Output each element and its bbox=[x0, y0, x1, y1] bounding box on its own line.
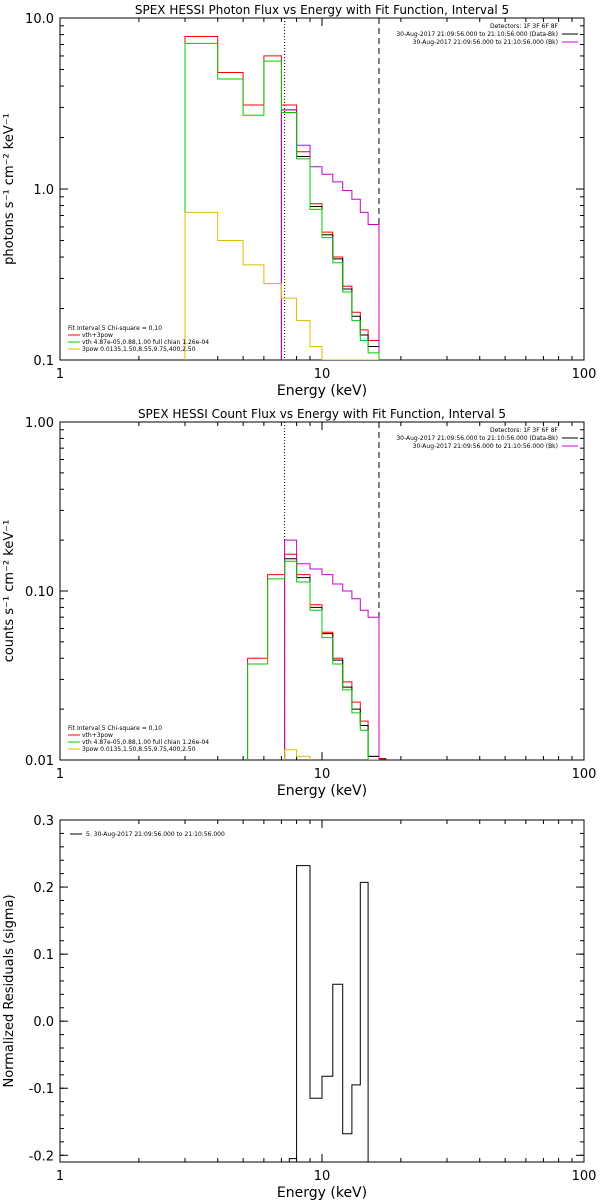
x-tick-label: 100 bbox=[572, 1169, 597, 1184]
x-axis-label: Energy (keV) bbox=[277, 1185, 367, 1200]
series-histogram-5 bbox=[184, 211, 379, 360]
series-histogram-3 bbox=[280, 109, 380, 360]
fit-legend-line-3: vth 4.87e-05,0.88,1.00 full chian 1.26e-… bbox=[82, 739, 209, 746]
plot-area bbox=[184, 18, 380, 360]
y-tick-label: 0.10 bbox=[25, 585, 54, 600]
series-histogram-3 bbox=[284, 539, 380, 760]
series-histogram-4 bbox=[247, 560, 386, 760]
plot-frame bbox=[59, 17, 585, 361]
fit-legend-line-2: vth+3pow bbox=[82, 732, 113, 739]
chart-title: SPEX HESSI Count Flux vs Energy with Fit… bbox=[138, 407, 506, 421]
fit-legend-line-1: Fit Interval 5 Chi-square = 0.10 bbox=[68, 725, 162, 732]
chart-panel-2: SPEX HESSI Count Flux vs Energy with Fit… bbox=[2, 407, 596, 799]
plot-frame bbox=[59, 819, 585, 1163]
info-line-2: 30-Aug-2017 21:09:56.000 to 21:10:56.000… bbox=[396, 435, 558, 442]
residual-legend-text: 5. 30-Aug-2017 21:09:56.000 to 21:10:56.… bbox=[86, 831, 225, 838]
chart-panel-3: 1 10 100 Energy (keV) -0.2 -0.1 0.0 0.1 0.2 0.3 No… bbox=[2, 814, 596, 1200]
x-tick-label: 100 bbox=[572, 767, 597, 782]
x-tick-label: 10 bbox=[314, 1169, 331, 1184]
fit-legend-line-4: 3pow 0.0135,1.50,8.55,9.75,400,2.50 bbox=[82, 346, 196, 353]
series-histogram-2 bbox=[280, 109, 380, 360]
x-axis: 1 10 100 bbox=[56, 422, 597, 782]
y-axis-label: counts s⁻¹ cm⁻² keV⁻¹ bbox=[2, 520, 17, 663]
x-tick-label: 100 bbox=[572, 367, 597, 382]
x-tick-label: 10 bbox=[314, 767, 331, 782]
y-axis: -0.2 -0.1 0.0 0.1 0.2 0.3 bbox=[29, 814, 584, 1164]
plot-area bbox=[288, 865, 379, 1162]
fit-legend: Fit Interval 5 Chi-square = 0.10vth+3pow… bbox=[68, 725, 209, 753]
info-line-1: Detectors: 1F 3F 6F 8F bbox=[490, 23, 559, 30]
y-tick-label: 0.3 bbox=[33, 814, 54, 829]
y-tick-label: 1.00 bbox=[25, 416, 54, 431]
info-line-3: 30-Aug-2017 21:09:56.000 to 21:10:56.000… bbox=[413, 39, 558, 46]
fit-legend-line-2: vth+3pow bbox=[82, 332, 113, 339]
y-axis: 0.1 1.0 10.0 bbox=[25, 12, 584, 369]
x-tick-label: 10 bbox=[314, 367, 331, 382]
series-histogram-5 bbox=[284, 749, 311, 760]
residual-legend: 5. 30-Aug-2017 21:09:56.000 to 21:10:56.… bbox=[70, 831, 225, 838]
y-tick-label: 0.1 bbox=[33, 354, 54, 369]
y-tick-label: 0.2 bbox=[33, 881, 54, 896]
y-tick-label: -0.2 bbox=[29, 1149, 54, 1164]
x-axis-label: Energy (keV) bbox=[277, 383, 367, 399]
y-tick-label: 10.0 bbox=[25, 12, 54, 27]
info-line-1: Detectors: 1F 3F 6F 8F bbox=[490, 427, 559, 434]
plot-frame bbox=[59, 421, 585, 761]
series-histogram-4 bbox=[184, 42, 380, 360]
x-axis: 1 10 100 bbox=[56, 820, 597, 1184]
series-histogram-1 bbox=[247, 553, 387, 760]
y-tick-label: 1.0 bbox=[33, 183, 54, 198]
series-histogram-2 bbox=[284, 558, 387, 760]
fit-legend: Fit Interval 5 Chi-square = 0.10vth+3pow… bbox=[68, 325, 209, 353]
x-tick-label: 1 bbox=[56, 367, 64, 382]
plot-area bbox=[247, 422, 387, 760]
fit-legend-line-3: vth 4.87e-05,0.88,1.00 full chian 1.26e-… bbox=[82, 339, 209, 346]
y-tick-label: 0.0 bbox=[33, 1015, 54, 1030]
y-tick-label: -0.1 bbox=[29, 1082, 54, 1097]
info-line-3: 30-Aug-2017 21:09:56.000 to 21:10:56.000… bbox=[413, 443, 558, 450]
x-tick-label: 1 bbox=[56, 1169, 64, 1184]
series-histogram-1 bbox=[184, 36, 380, 360]
info-line-2: 30-Aug-2017 21:09:56.000 to 21:10:56.000… bbox=[396, 31, 558, 38]
x-tick-label: 1 bbox=[56, 767, 64, 782]
series-histogram-1 bbox=[288, 865, 379, 1162]
fit-legend-line-4: 3pow 0.0135,1.50,8.55,9.75,400,2.50 bbox=[82, 746, 196, 753]
y-tick-label: 0.1 bbox=[33, 948, 54, 963]
fit-legend-line-1: Fit Interval 5 Chi-square = 0.10 bbox=[68, 325, 162, 332]
y-axis: 0.01 0.10 1.00 bbox=[25, 416, 584, 769]
chart-panel-1: SPEX HESSI Photon Flux vs Energy with Fi… bbox=[2, 3, 596, 399]
y-axis-label: Normalized Residuals (sigma) bbox=[2, 894, 17, 1087]
y-axis-label: photons s⁻¹ cm⁻² keV⁻¹ bbox=[2, 113, 17, 265]
x-axis-label: Energy (keV) bbox=[277, 783, 367, 799]
y-tick-label: 0.01 bbox=[25, 754, 54, 769]
chart-title: SPEX HESSI Photon Flux vs Energy with Fi… bbox=[135, 3, 509, 17]
